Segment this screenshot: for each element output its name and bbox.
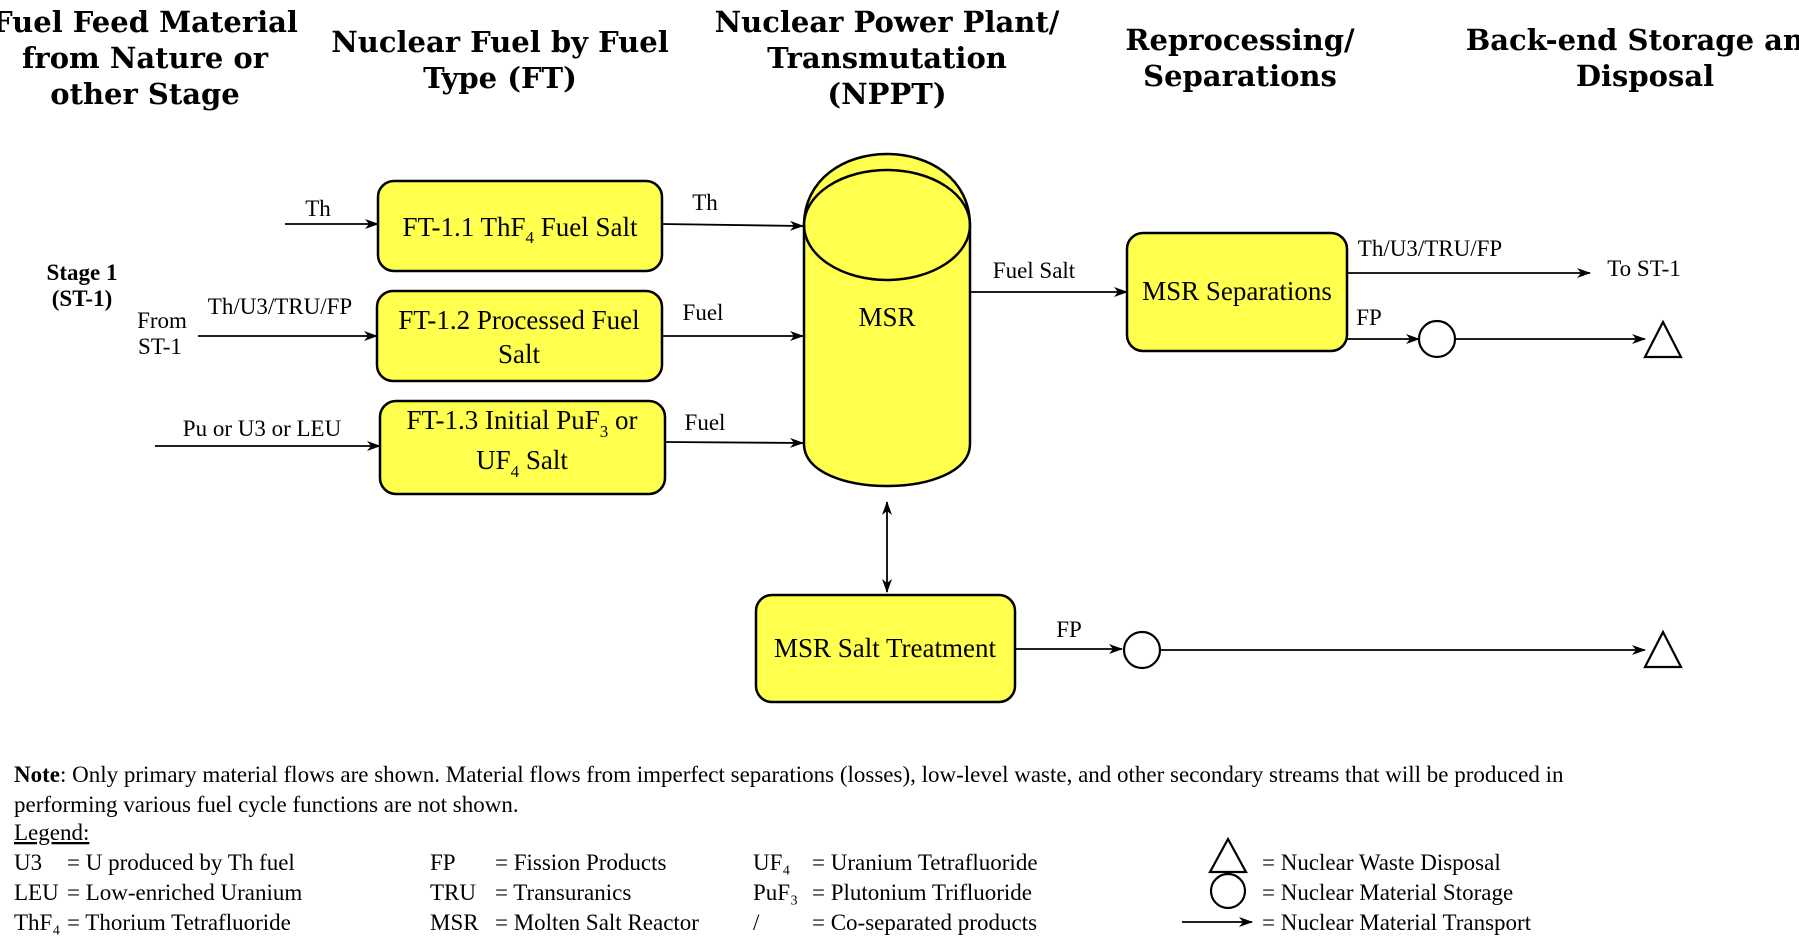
legend-def: = Nuclear Material Transport [1262, 910, 1532, 935]
legend-abbr: TRU [430, 880, 476, 905]
reactor-label: MSR [858, 302, 915, 332]
header-plant-line: Transmutation [767, 41, 1007, 75]
legend-abbr: ThF₄ [14, 910, 60, 935]
label-out-fuel-1: Fuel [683, 300, 724, 325]
header-reprocessing-line: Reprocessing/ [1125, 23, 1355, 57]
label-out-fuel-2: Fuel [685, 410, 726, 435]
note-line2: performing various fuel cycle functions … [14, 792, 519, 817]
header-feed-line: other Stage [50, 77, 240, 111]
label-input-pu: Pu or U3 or LEU [183, 416, 342, 441]
stage-label-line2: (ST-1) [52, 286, 113, 311]
legend-col2: FP = Fission Products TRU = Transuranics… [430, 850, 699, 935]
triangle-icon [1208, 836, 1248, 874]
header-plant-line: Nuclear Power Plant/ [715, 5, 1060, 39]
box-msr-separations: MSR Separations [1125, 231, 1349, 353]
label-sep-recycle: Th/U3/TRU/FP [1358, 236, 1502, 261]
reactor-msr: MSR [802, 152, 972, 488]
legend-abbr: UF₄ [753, 850, 790, 875]
label-input-recycle: Th/U3/TRU/FP [208, 294, 352, 319]
legend-col1: U3 = U produced by Th fuel LEU = Low-enr… [14, 850, 302, 935]
label-to-st1: To ST-1 [1607, 256, 1681, 281]
header-fuel-type: Nuclear Fuel by Fuel Type (FT) [331, 25, 668, 95]
header-reprocessing-line: Separations [1143, 59, 1337, 93]
legend-title: Legend: [14, 820, 89, 845]
legend-abbr: MSR [430, 910, 479, 935]
note-line1: Note: Only primary material flows are sh… [14, 762, 1564, 787]
box-msr-salt-treatment: MSR Salt Treatment [754, 593, 1017, 704]
box-ft-1-3: FT-1.3 Initial PuF3 or UF4 Salt [378, 399, 667, 496]
legend-def: = Transuranics [495, 880, 631, 905]
from-st1-line2: ST-1 [138, 334, 182, 359]
legend-def: = Low-enriched Uranium [67, 880, 302, 905]
box-ft-1-1: FT-1.1 ThF4 Fuel Salt [376, 179, 664, 273]
from-st1-line1: From [137, 308, 187, 333]
disposal-triangle-icon [1643, 319, 1683, 359]
arrow-ft13-to-msr [664, 437, 804, 448]
arrow-ft11-to-msr [661, 220, 804, 231]
legend-abbr: FP [430, 850, 456, 875]
box-salt-treatment-label: MSR Salt Treatment [774, 633, 997, 663]
box-ft-1-2-line2: Salt [498, 339, 541, 369]
label-fuel-salt: Fuel Salt [993, 258, 1076, 283]
box-ft-1-3-line1: FT-1.3 Initial PuF3 or [406, 405, 637, 441]
legend-col3: UF₄ = Uranium Tetrafluoride PuF₃ = Pluto… [753, 850, 1038, 935]
header-plant: Nuclear Power Plant/ Transmutation (NPPT… [715, 5, 1060, 111]
header-plant-line: (NPPT) [827, 77, 946, 111]
legend-def: = Co-separated products [812, 910, 1037, 935]
stage-label-line1: Stage 1 [47, 260, 118, 285]
header-backend-line: Back-end Storage and [1466, 23, 1799, 57]
storage-circle-icon [1122, 630, 1162, 670]
box-ft-1-3-line2: UF4 Salt [476, 445, 568, 481]
legend-def: = U produced by Th fuel [67, 850, 295, 875]
legend-abbr: PuF₃ [753, 880, 798, 905]
label-out-th: Th [692, 190, 718, 215]
header-reprocessing: Reprocessing/ Separations [1125, 23, 1355, 93]
legend-abbr: U3 [14, 850, 42, 875]
legend-abbr: LEU [14, 880, 59, 905]
legend-def: = Plutonium Trifluoride [812, 880, 1032, 905]
box-ft-1-1-label: FT-1.1 ThF4 Fuel Salt [402, 212, 638, 247]
legend-symbols: = Nuclear Waste Disposal = Nuclear Mater… [1182, 836, 1532, 935]
legend-def: = Nuclear Waste Disposal [1262, 850, 1501, 875]
legend-def: = Thorium Tetrafluoride [67, 910, 291, 935]
disposal-triangle-icon [1643, 629, 1683, 669]
header-fuel-line: Type (FT) [423, 61, 577, 95]
label-sep-fp: FP [1356, 305, 1382, 330]
box-separations-label: MSR Separations [1142, 276, 1332, 306]
legend-def: = Uranium Tetrafluoride [812, 850, 1038, 875]
header-feed-line: from Nature or [22, 41, 269, 75]
label-treatment-fp: FP [1056, 617, 1082, 642]
legend-def: = Fission Products [495, 850, 666, 875]
header-feed: Fuel Feed Material from Nature or other … [0, 5, 298, 111]
legend-def: = Nuclear Material Storage [1262, 880, 1513, 905]
header-feed-line: Fuel Feed Material [0, 5, 298, 39]
storage-circle-icon [1417, 319, 1457, 359]
header-backend: Back-end Storage and Disposal [1466, 23, 1799, 93]
box-ft-1-2: FT-1.2 Processed Fuel Salt [375, 289, 664, 383]
label-input-th: Th [305, 196, 331, 221]
legend-def: = Molten Salt Reactor [495, 910, 699, 935]
legend-abbr: / [753, 910, 760, 935]
box-ft-1-2-line1: FT-1.2 Processed Fuel [398, 305, 639, 335]
circle-icon [1209, 872, 1247, 910]
header-backend-line: Disposal [1576, 59, 1714, 93]
header-fuel-line: Nuclear Fuel by Fuel [331, 25, 668, 59]
